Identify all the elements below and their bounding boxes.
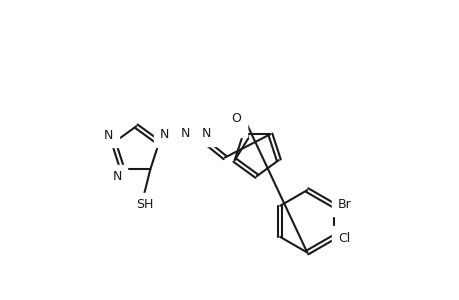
Text: Br: Br <box>337 198 351 211</box>
Text: Cl: Cl <box>337 232 349 245</box>
Text: N: N <box>180 127 190 140</box>
Text: O: O <box>231 112 241 125</box>
Text: O: O <box>231 118 241 131</box>
Text: N: N <box>104 129 113 142</box>
Text: SH: SH <box>135 198 153 212</box>
Text: N: N <box>112 170 122 183</box>
Text: N: N <box>159 128 168 141</box>
Text: N: N <box>202 127 211 140</box>
